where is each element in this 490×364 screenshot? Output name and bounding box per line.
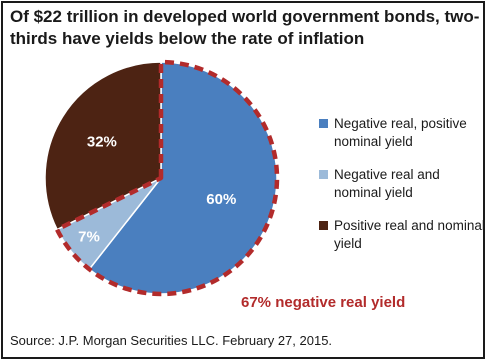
value-label-32: 32% bbox=[87, 133, 117, 150]
slice-positive-real-and-nominal bbox=[44, 61, 162, 231]
legend-item-negative-real-positive-nominal: Negative real, positive nominal yield bbox=[319, 115, 487, 151]
legend-swatch bbox=[319, 221, 328, 230]
legend: Negative real, positive nominal yield Ne… bbox=[319, 115, 487, 268]
value-label-60: 60% bbox=[206, 191, 236, 208]
legend-item-negative-real-and-nominal: Negative real and nominal yield bbox=[319, 166, 487, 202]
source-note: Source: J.P. Morgan Securities LLC. Febr… bbox=[10, 333, 333, 348]
legend-item-positive-real-and-nominal: Positive real and nominal yield bbox=[319, 217, 487, 253]
chart-frame: Of $22 trillion in developed world gover… bbox=[1, 1, 485, 359]
value-label-7: 7% bbox=[78, 229, 100, 246]
highlight-annotation: 67% negative real yield bbox=[241, 294, 406, 311]
legend-label: Positive real and nominal yield bbox=[334, 218, 485, 251]
legend-label: Negative real, positive nominal yield bbox=[334, 116, 467, 149]
pie-chart: 60% 7% 32% bbox=[44, 59, 280, 297]
negative-real-yield-outline bbox=[54, 59, 280, 297]
pie-labels: 60% 7% 32% bbox=[78, 133, 236, 245]
legend-label: Negative real and nominal yield bbox=[334, 167, 440, 200]
chart-title: Of $22 trillion in developed world gover… bbox=[10, 7, 480, 48]
legend-swatch bbox=[319, 119, 328, 128]
legend-swatch bbox=[319, 170, 328, 179]
